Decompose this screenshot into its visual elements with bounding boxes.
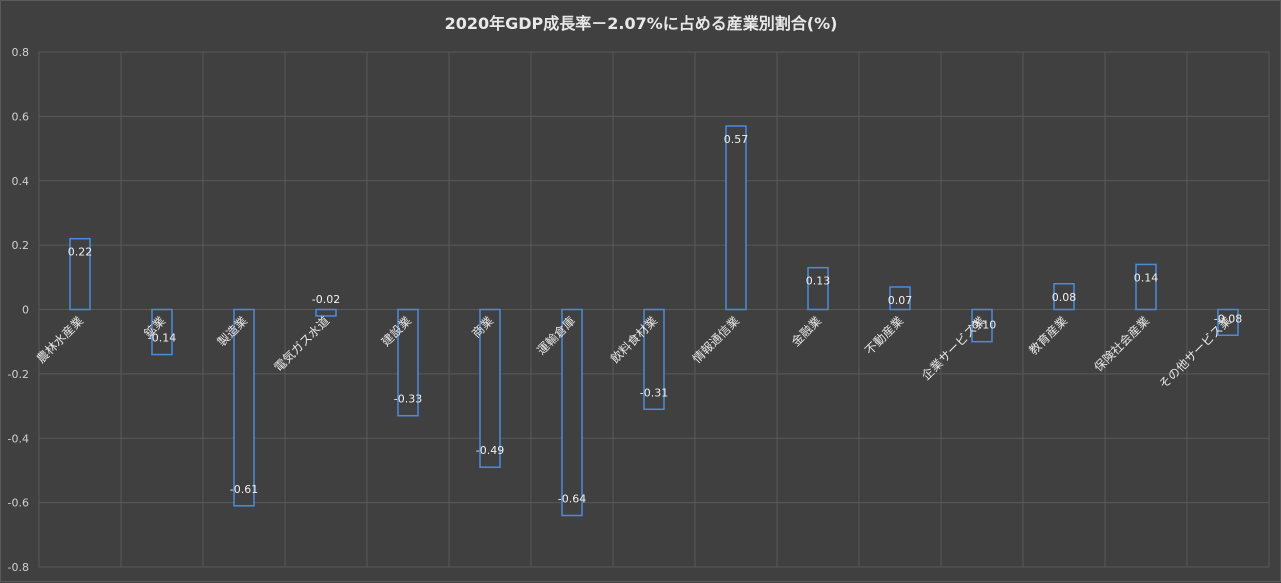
data-label: -0.61 [230, 483, 258, 496]
bar [889, 286, 911, 311]
data-label: 0.13 [806, 275, 831, 288]
bar [807, 266, 829, 311]
y-tick-label: -0.8 [8, 561, 29, 574]
y-tick-label: 0.2 [12, 239, 30, 252]
y-tick-label: 0.6 [12, 110, 30, 123]
bar [725, 125, 747, 311]
category-label: 不動産業 [862, 313, 907, 358]
data-label: -0.02 [312, 293, 340, 306]
bar [233, 308, 255, 507]
y-axis-ticks: 0.8 0.6 0.4 0.2 0 -0.2 -0.4 -0.6 -0.8 [8, 46, 29, 574]
category-label: 農林水産業 [33, 313, 86, 366]
data-label: -0.10 [968, 319, 996, 332]
chart-title: 2020年GDP成長率－2.07%に占める産業別割合(%) [445, 14, 838, 33]
bar [1135, 263, 1157, 311]
category-label: 電気ガス水道 [271, 313, 333, 375]
category-label-layer: 農林水産業 鉱業 製造業 電気ガス水道 建設業 商業 運輸倉庫 飲料食材業 情報通信業 金融業 不動… [33, 313, 1234, 391]
y-tick-label: 0.4 [12, 175, 30, 188]
data-label: -0.08 [1214, 312, 1242, 325]
category-label: 金融業 [788, 313, 824, 349]
data-label: 0.07 [888, 294, 913, 307]
y-tick-label: -0.6 [8, 497, 29, 510]
data-label: 0.14 [1134, 271, 1159, 284]
data-label: 0.22 [68, 246, 93, 259]
bar [397, 308, 419, 417]
data-label: -0.49 [476, 444, 504, 457]
bar [1053, 283, 1075, 311]
bar [561, 308, 583, 517]
category-label: 情報通信業 [690, 314, 742, 366]
data-label: 0.08 [1052, 291, 1077, 304]
bar [315, 308, 337, 317]
data-label: 0.57 [724, 133, 749, 146]
bar-layer [69, 125, 1239, 517]
bar [151, 308, 173, 356]
category-label: 企業サービス業 [918, 313, 988, 383]
bar [69, 237, 91, 311]
y-tick-label: 0.8 [12, 46, 30, 59]
bar [1217, 308, 1239, 336]
y-tick-label: -0.2 [8, 368, 29, 381]
data-label: -0.64 [558, 493, 586, 506]
bar [643, 308, 665, 411]
y-tick-label: 0 [22, 304, 29, 317]
category-label: 教育産業 [1026, 313, 1071, 358]
data-label: -0.33 [394, 393, 422, 406]
bar [971, 308, 993, 343]
category-label: その他サービス業 [1156, 314, 1234, 392]
data-label-layer: 0.22 -0.14 -0.61 -0.02 -0.33 -0.49 -0.64 -0.31 0… [68, 133, 1242, 505]
bar [479, 308, 501, 468]
y-tick-label: -0.4 [8, 432, 29, 445]
data-label: -0.14 [148, 332, 176, 345]
data-label: -0.31 [640, 386, 668, 399]
category-label: 保険社会産業 [1091, 313, 1153, 375]
